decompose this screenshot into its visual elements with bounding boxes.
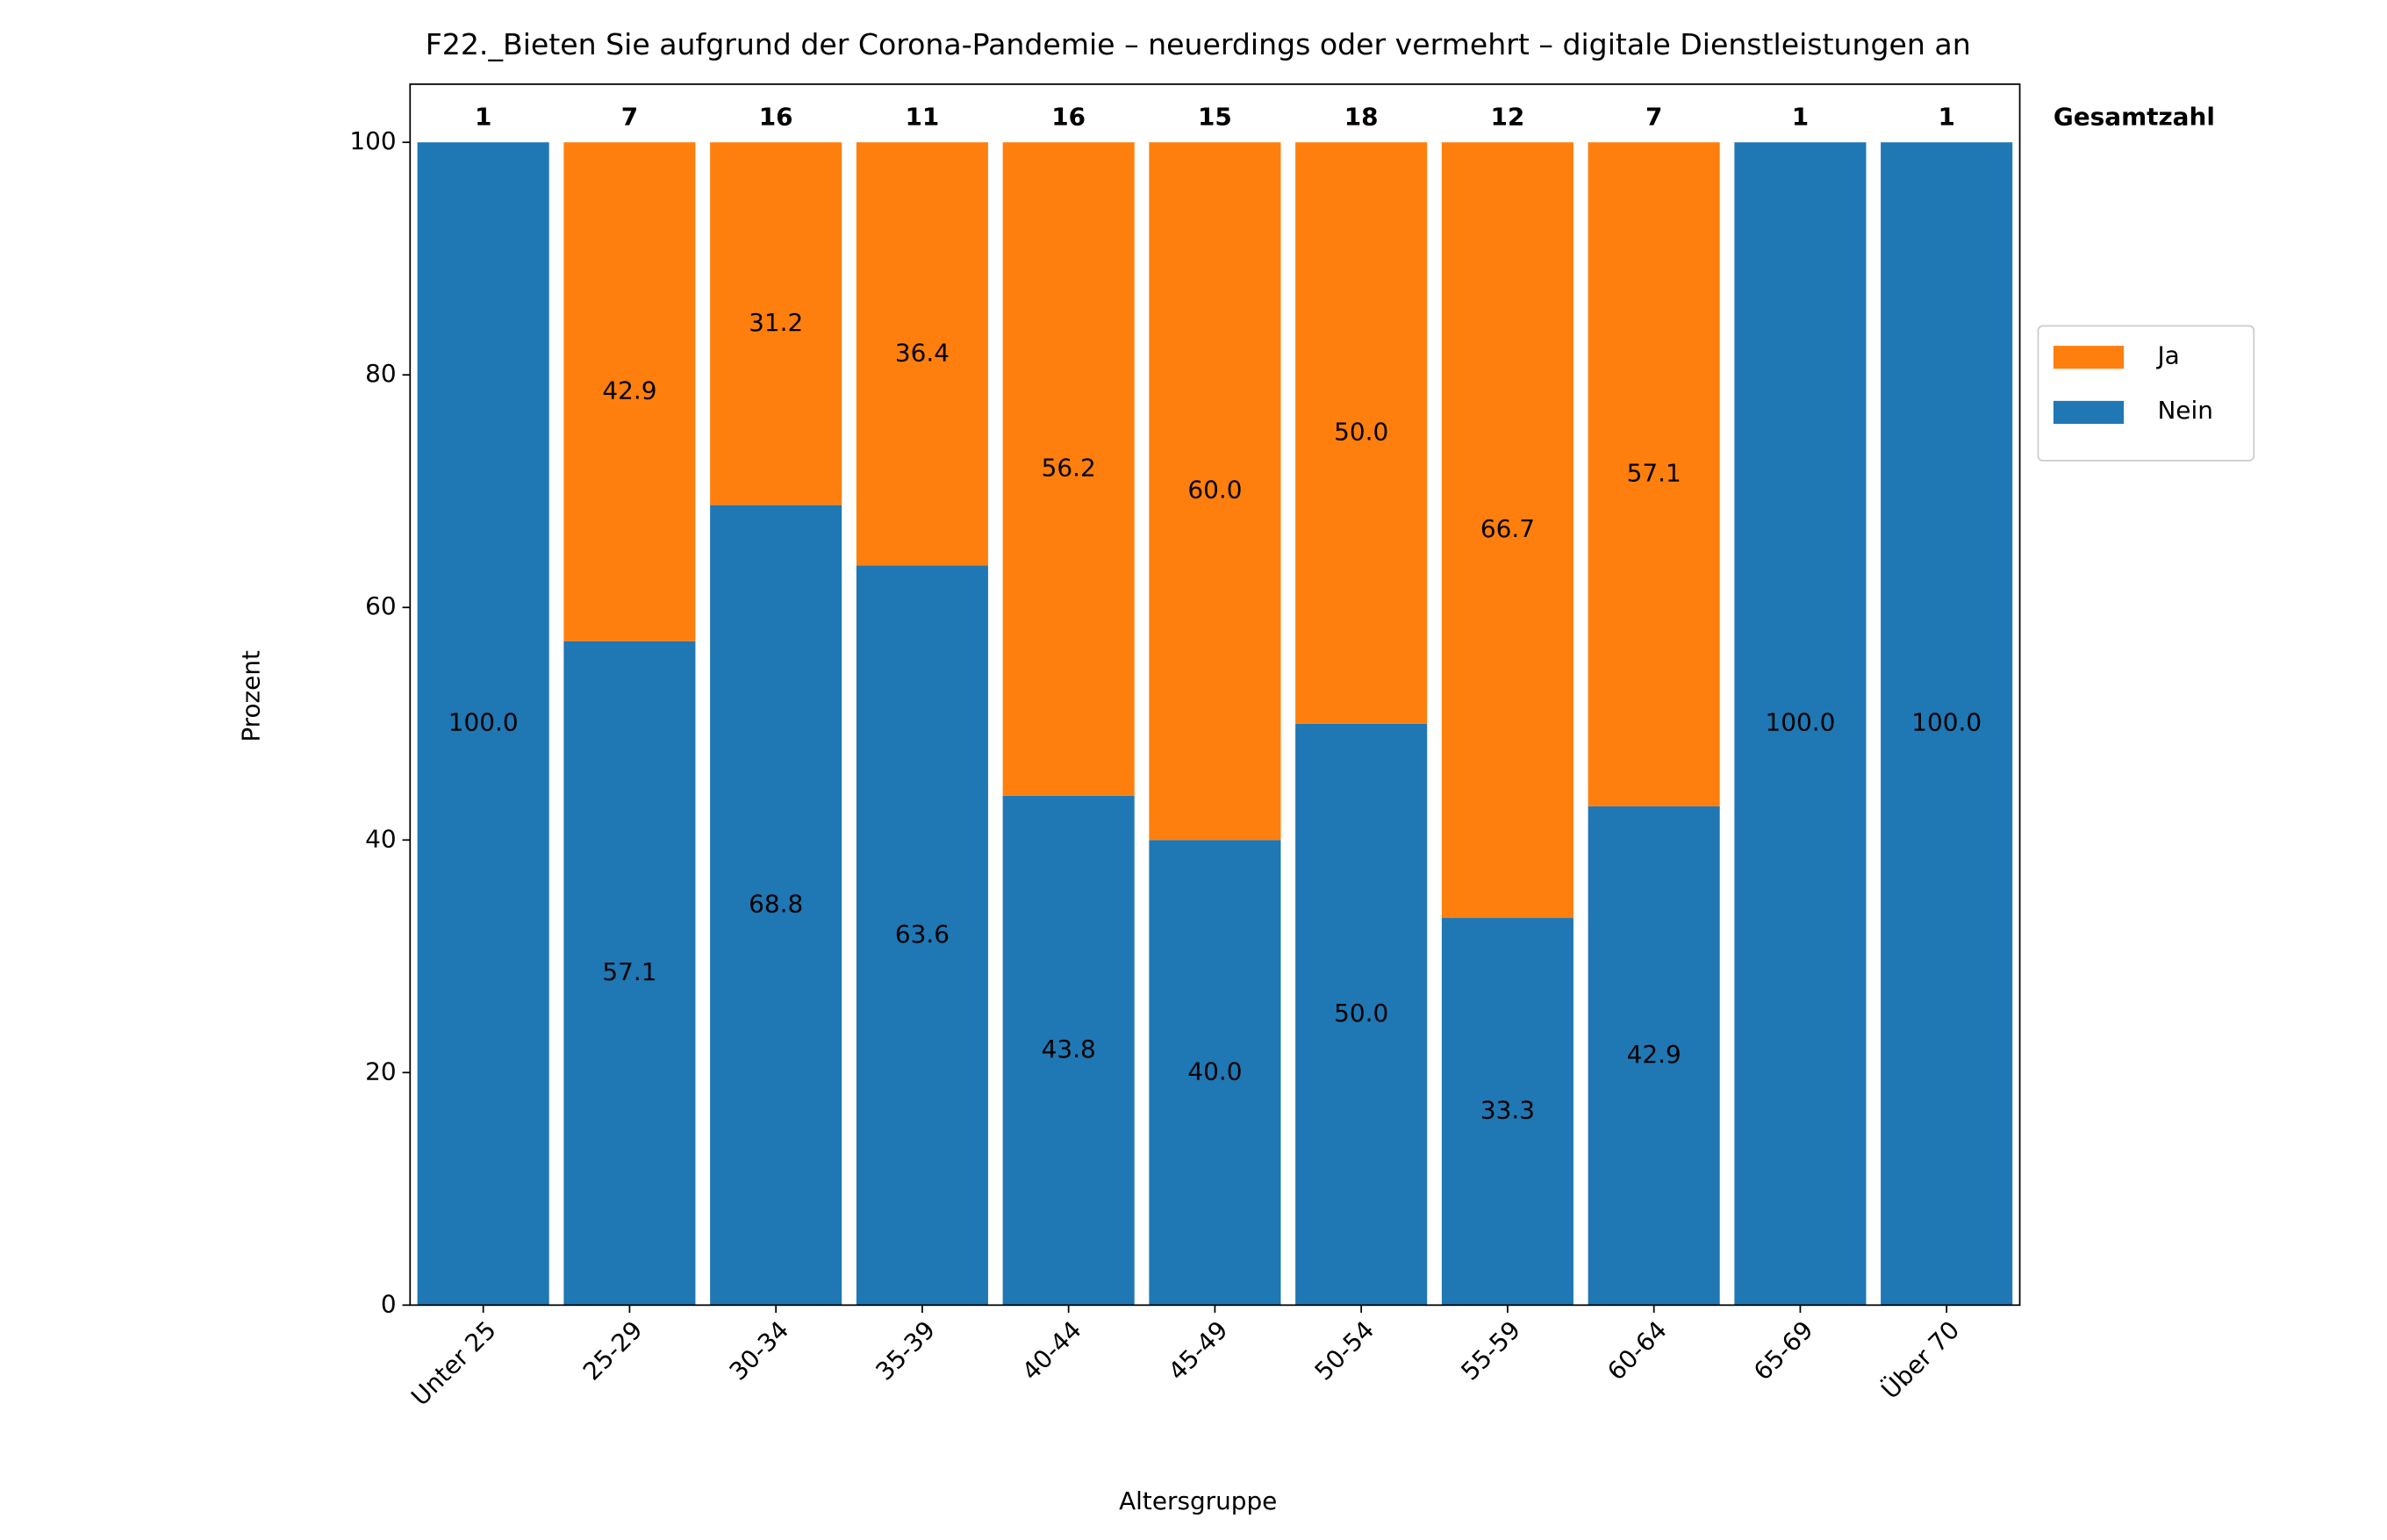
total-label: 1 — [1938, 102, 1954, 131]
y-axis-label: Prozent — [237, 650, 266, 742]
x-tick-label: Unter 25 — [405, 1315, 502, 1412]
bar-segment — [1588, 806, 1720, 1306]
bar-segment — [856, 142, 988, 566]
value-label: 100.0 — [1911, 708, 1982, 737]
total-label: 7 — [1645, 102, 1662, 131]
bar-segment — [1588, 142, 1720, 806]
legend-label: Ja — [2155, 340, 2179, 369]
bar-segment — [1881, 142, 2013, 1306]
bar-segment — [563, 142, 696, 641]
legend-label: Nein — [2157, 396, 2212, 425]
plot-frame — [409, 83, 2021, 1307]
bar-segment — [710, 142, 842, 505]
total-label: 15 — [1198, 102, 1232, 131]
bar-segment — [1002, 142, 1135, 796]
legend-swatch — [2053, 346, 2125, 369]
bar-segment — [1441, 918, 1573, 1306]
totals-header: Gesamtzahl — [2054, 102, 2215, 131]
bar-segment — [1295, 723, 1428, 1306]
x-tick-label: 35-39 — [870, 1315, 941, 1386]
value-label: 100.0 — [448, 708, 519, 737]
value-label: 42.9 — [602, 376, 656, 405]
value-label: 50.0 — [1334, 999, 1388, 1028]
x-tick-label: 25-29 — [577, 1315, 649, 1386]
x-tick-label: 40-44 — [1016, 1315, 1087, 1386]
bar-segment — [1149, 142, 1281, 841]
bar-segment — [1734, 142, 1867, 1306]
x-tick-label: 65-69 — [1748, 1315, 1819, 1386]
bar-segment — [710, 505, 842, 1306]
x-tick-label: Über 70 — [1875, 1314, 1966, 1405]
value-label: 31.2 — [749, 308, 803, 337]
value-label: 40.0 — [1187, 1057, 1242, 1085]
x-tick-label: 60-64 — [1602, 1315, 1673, 1386]
total-label: 7 — [621, 102, 638, 131]
value-label: 66.7 — [1480, 514, 1535, 543]
bar-segment — [1295, 142, 1428, 724]
chart-title: F22._Bieten Sie aufgrund der Corona-Pand… — [426, 27, 1971, 61]
bar-segment — [417, 142, 549, 1306]
legend-swatch — [2053, 400, 2125, 425]
value-label: 43.8 — [1042, 1035, 1096, 1064]
y-tick-label: 20 — [365, 1057, 396, 1085]
x-tick-label: 55-59 — [1455, 1315, 1526, 1386]
value-label: 60.0 — [1187, 476, 1242, 505]
value-label: 57.1 — [602, 957, 656, 986]
bar-segment — [1441, 142, 1573, 919]
value-label: 42.9 — [1627, 1040, 1681, 1069]
value-label: 57.1 — [1627, 459, 1681, 488]
x-tick-label: 45-49 — [1163, 1315, 1234, 1386]
bar-segment — [1149, 840, 1281, 1306]
value-label: 100.0 — [1766, 708, 1836, 737]
total-label: 11 — [906, 102, 940, 131]
y-tick-label: 80 — [365, 359, 396, 388]
value-label: 68.8 — [749, 889, 803, 918]
total-label: 1 — [1792, 102, 1809, 131]
y-tick-label: 0 — [381, 1289, 397, 1318]
total-label: 1 — [475, 102, 491, 131]
bar-segment — [563, 641, 696, 1306]
total-label: 16 — [759, 102, 793, 131]
total-label: 18 — [1344, 102, 1379, 131]
value-label: 50.0 — [1334, 417, 1388, 446]
y-tick-label: 100 — [349, 126, 396, 155]
x-axis-label: Altersgruppe — [1119, 1486, 1277, 1515]
y-tick-label: 60 — [365, 591, 396, 620]
x-tick-label: 30-34 — [724, 1315, 795, 1386]
value-label: 33.3 — [1480, 1096, 1535, 1125]
x-tick-label: 50-54 — [1309, 1315, 1380, 1386]
total-label: 12 — [1491, 102, 1525, 131]
value-label: 56.2 — [1042, 454, 1096, 483]
bar-segment — [856, 565, 988, 1306]
value-label: 63.6 — [895, 920, 950, 949]
y-tick-label: 40 — [365, 824, 396, 853]
bar-segment — [1002, 795, 1135, 1306]
value-label: 36.4 — [895, 338, 950, 367]
total-label: 16 — [1051, 102, 1086, 131]
